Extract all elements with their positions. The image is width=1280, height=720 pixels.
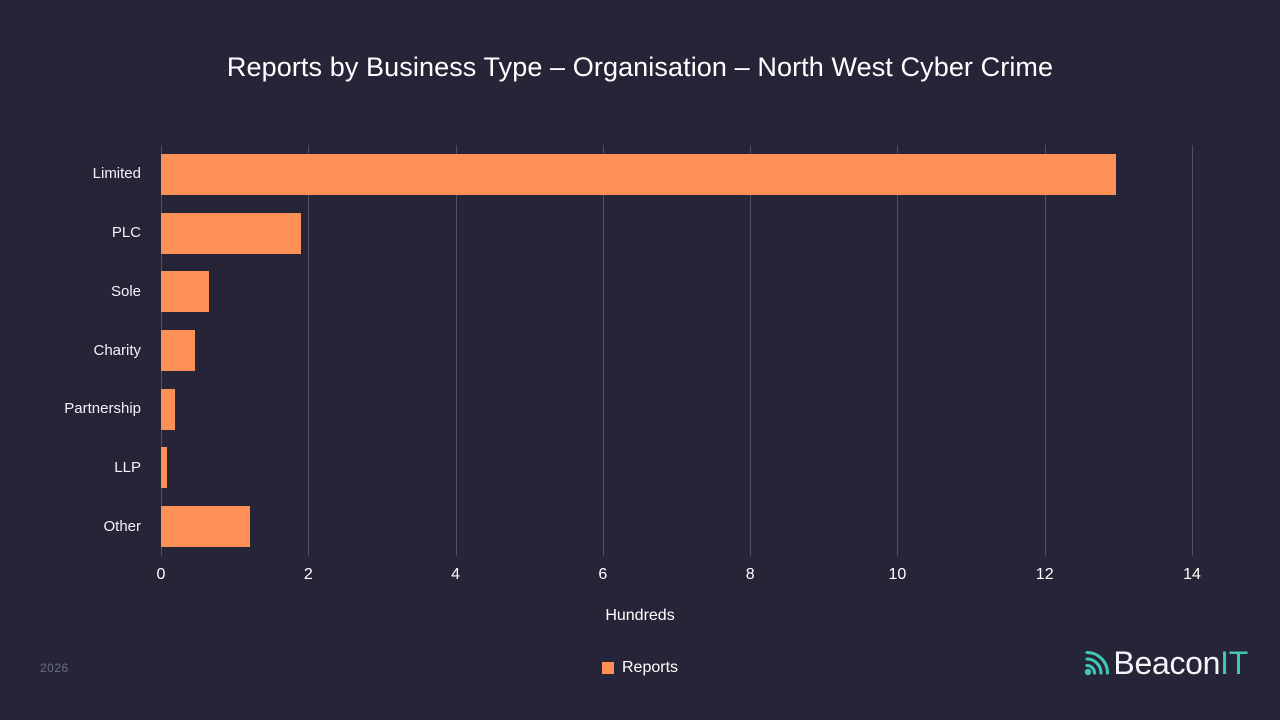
signal-icon bbox=[1085, 650, 1110, 676]
category-label: Sole bbox=[110, 282, 141, 300]
chart-legend: Reports bbox=[0, 659, 1280, 677]
bar[interactable] bbox=[161, 271, 209, 313]
brand-name-accent: IT bbox=[1220, 645, 1248, 681]
bar[interactable] bbox=[161, 506, 251, 548]
x-tick-label: 4 bbox=[451, 566, 461, 583]
bar[interactable] bbox=[161, 330, 195, 371]
legend-swatch-reports bbox=[601, 662, 614, 674]
gridline bbox=[1192, 145, 1193, 556]
brand-name: BeaconIT bbox=[1113, 647, 1248, 679]
bar[interactable] bbox=[161, 153, 1117, 195]
x-tick-label: 8 bbox=[745, 566, 755, 583]
x-tick-label: 14 bbox=[1183, 566, 1201, 583]
x-tick-label: 10 bbox=[888, 566, 907, 583]
category-label: Charity bbox=[93, 341, 141, 359]
category-label: Other bbox=[103, 517, 141, 535]
category-label: LLP bbox=[114, 458, 141, 476]
chart-title: Reports by Business Type – Organisation … bbox=[226, 52, 1054, 82]
category-label: Partnership bbox=[64, 400, 141, 418]
category-label: Limited bbox=[92, 165, 141, 183]
bar-series bbox=[161, 145, 1192, 556]
x-tick-label: 12 bbox=[1035, 566, 1054, 583]
category-label: PLC bbox=[111, 224, 141, 242]
x-tick-label: 0 bbox=[156, 566, 166, 583]
bar[interactable] bbox=[161, 388, 175, 430]
x-tick-label: 6 bbox=[598, 566, 608, 583]
x-axis-title: Hundreds bbox=[605, 607, 675, 624]
year-stamp: 2026 bbox=[40, 661, 69, 675]
brand-name-primary: Beacon bbox=[1113, 645, 1221, 681]
plot-area bbox=[161, 145, 1193, 556]
legend-label-reports: Reports bbox=[621, 659, 679, 676]
brand-logo: BeaconIT bbox=[1084, 647, 1248, 679]
bar[interactable] bbox=[161, 212, 301, 254]
bar[interactable] bbox=[161, 447, 167, 489]
x-tick-label: 2 bbox=[303, 566, 313, 583]
